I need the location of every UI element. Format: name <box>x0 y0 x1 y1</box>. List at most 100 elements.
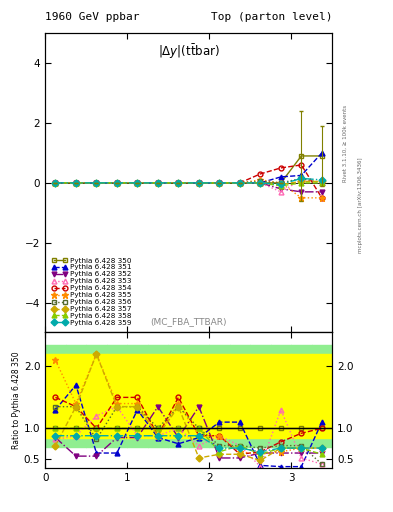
Pythia 6.428 357 <box>320 178 324 184</box>
Pythia 6.428 354 <box>299 162 304 168</box>
Pythia 6.428 353 <box>73 180 78 186</box>
Pythia 6.428 356 <box>135 180 140 186</box>
Pythia 6.428 357 <box>53 180 58 186</box>
Pythia 6.428 356 <box>237 180 242 186</box>
Pythia 6.428 353 <box>115 180 119 186</box>
Pythia 6.428 353 <box>320 180 324 186</box>
Pythia 6.428 358 <box>176 180 181 186</box>
Pythia 6.428 351 <box>299 173 304 179</box>
Pythia 6.428 353 <box>135 180 140 186</box>
Pythia 6.428 351 <box>217 180 222 186</box>
Pythia 6.428 355 <box>217 180 222 186</box>
Pythia 6.428 359 <box>320 177 324 183</box>
Pythia 6.428 353 <box>176 180 181 186</box>
Pythia 6.428 352 <box>299 189 304 195</box>
Pythia 6.428 356 <box>53 180 58 186</box>
Pythia 6.428 356 <box>73 180 78 186</box>
Line: Pythia 6.428 354: Pythia 6.428 354 <box>53 162 324 200</box>
Pythia 6.428 355 <box>156 180 160 186</box>
Pythia 6.428 350 <box>115 180 119 186</box>
Pythia 6.428 355 <box>135 180 140 186</box>
Pythia 6.428 356 <box>94 180 99 186</box>
Pythia 6.428 352 <box>115 180 119 186</box>
Pythia 6.428 350 <box>320 153 324 159</box>
Pythia 6.428 358 <box>196 180 201 186</box>
Pythia 6.428 350 <box>196 180 201 186</box>
Pythia 6.428 354 <box>176 180 181 186</box>
Text: Rivet 3.1.10, ≥ 100k events: Rivet 3.1.10, ≥ 100k events <box>343 105 348 182</box>
Pythia 6.428 355 <box>115 180 119 186</box>
Pythia 6.428 351 <box>176 180 181 186</box>
Pythia 6.428 359 <box>156 180 160 186</box>
Pythia 6.428 354 <box>237 180 242 186</box>
Line: Pythia 6.428 357: Pythia 6.428 357 <box>53 179 324 187</box>
Pythia 6.428 357 <box>135 180 140 186</box>
Pythia 6.428 350 <box>237 180 242 186</box>
Pythia 6.428 354 <box>73 180 78 186</box>
Pythia 6.428 355 <box>73 180 78 186</box>
Pythia 6.428 355 <box>94 180 99 186</box>
Pythia 6.428 358 <box>156 180 160 186</box>
Pythia 6.428 354 <box>279 165 283 171</box>
Pythia 6.428 350 <box>176 180 181 186</box>
Pythia 6.428 353 <box>217 180 222 186</box>
Pythia 6.428 353 <box>279 189 283 195</box>
Pythia 6.428 358 <box>279 183 283 189</box>
Pythia 6.428 357 <box>176 180 181 186</box>
Pythia 6.428 359 <box>299 175 304 181</box>
Pythia 6.428 354 <box>320 195 324 201</box>
Pythia 6.428 355 <box>196 180 201 186</box>
Pythia 6.428 359 <box>94 180 99 186</box>
Pythia 6.428 353 <box>53 180 58 186</box>
Pythia 6.428 353 <box>299 177 304 183</box>
Pythia 6.428 356 <box>217 180 222 186</box>
Text: (MC_FBA_TTBAR): (MC_FBA_TTBAR) <box>151 317 227 327</box>
Pythia 6.428 359 <box>115 180 119 186</box>
Pythia 6.428 351 <box>53 180 58 186</box>
Pythia 6.428 353 <box>94 180 99 186</box>
Pythia 6.428 353 <box>156 180 160 186</box>
Line: Pythia 6.428 355: Pythia 6.428 355 <box>52 177 325 201</box>
Pythia 6.428 355 <box>279 180 283 186</box>
Pythia 6.428 350 <box>73 180 78 186</box>
Pythia 6.428 354 <box>258 171 263 177</box>
Pythia 6.428 352 <box>258 180 263 186</box>
Line: Pythia 6.428 359: Pythia 6.428 359 <box>53 176 324 187</box>
Pythia 6.428 352 <box>94 180 99 186</box>
Pythia 6.428 350 <box>258 180 263 186</box>
Pythia 6.428 350 <box>217 180 222 186</box>
Pythia 6.428 358 <box>320 180 324 186</box>
Pythia 6.428 352 <box>196 180 201 186</box>
Pythia 6.428 352 <box>237 180 242 186</box>
Pythia 6.428 356 <box>299 175 304 181</box>
Pythia 6.428 358 <box>115 180 119 186</box>
Pythia 6.428 351 <box>258 180 263 186</box>
Pythia 6.428 356 <box>196 180 201 186</box>
Pythia 6.428 353 <box>196 180 201 186</box>
Pythia 6.428 355 <box>237 180 242 186</box>
Pythia 6.428 351 <box>135 180 140 186</box>
Pythia 6.428 350 <box>279 180 283 186</box>
Pythia 6.428 354 <box>196 180 201 186</box>
Pythia 6.428 359 <box>258 180 263 186</box>
Pythia 6.428 359 <box>53 180 58 186</box>
Pythia 6.428 355 <box>299 195 304 201</box>
Pythia 6.428 351 <box>196 180 201 186</box>
Pythia 6.428 350 <box>94 180 99 186</box>
Pythia 6.428 356 <box>320 180 324 186</box>
Pythia 6.428 351 <box>279 174 283 180</box>
Text: 1960 GeV ppbar: 1960 GeV ppbar <box>45 11 140 22</box>
Pythia 6.428 358 <box>217 180 222 186</box>
Line: Pythia 6.428 350: Pythia 6.428 350 <box>53 154 324 185</box>
Pythia 6.428 357 <box>156 180 160 186</box>
Pythia 6.428 352 <box>217 180 222 186</box>
Pythia 6.428 355 <box>258 177 263 183</box>
Pythia 6.428 357 <box>196 180 201 186</box>
Pythia 6.428 358 <box>94 180 99 186</box>
Pythia 6.428 352 <box>156 180 160 186</box>
Line: Pythia 6.428 352: Pythia 6.428 352 <box>53 180 324 194</box>
Pythia 6.428 359 <box>176 180 181 186</box>
Pythia 6.428 351 <box>320 150 324 156</box>
Pythia 6.428 355 <box>176 180 181 186</box>
Pythia 6.428 355 <box>320 195 324 201</box>
